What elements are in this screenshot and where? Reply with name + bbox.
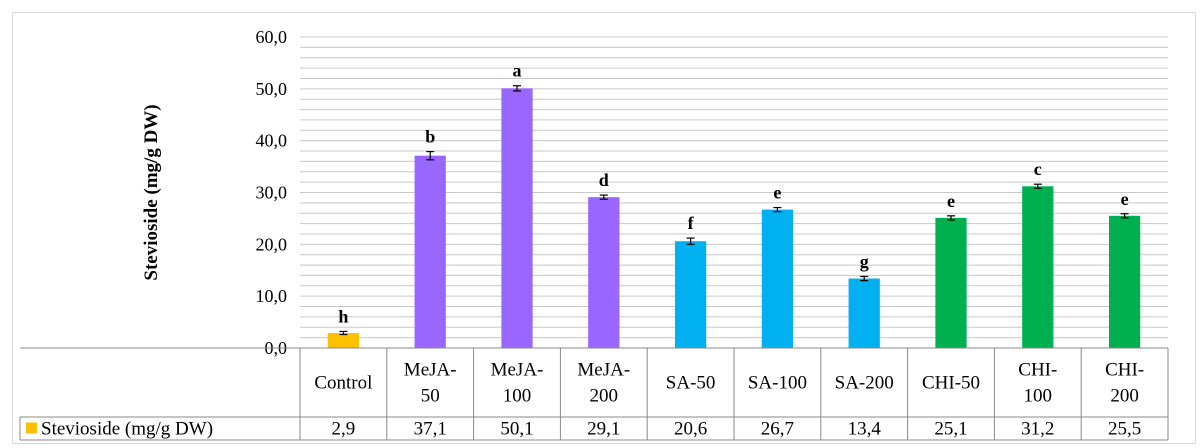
x-category-label: 200 [1110,386,1139,407]
significance-letter: a [513,61,522,81]
data-table-value: 50,1 [500,419,533,440]
y-tick-label: 20,0 [256,234,288,254]
significance-letter: g [860,251,869,271]
data-table-value: 25,5 [1108,419,1141,440]
bar [327,332,360,348]
data-table-value: 37,1 [414,419,447,440]
data-table-value: 31,2 [1021,419,1054,440]
bar [935,217,967,348]
significance-letter: e [773,183,781,203]
bar [501,88,533,348]
x-category-label: SA-200 [835,373,894,394]
data-table-value: 2,9 [332,419,356,440]
data-table-value: 29,1 [587,419,620,440]
legend-label: Stevioside (mg/g DW) [41,419,213,440]
bar [761,209,794,348]
bar [414,155,446,348]
y-tick-label: 40,0 [256,131,288,151]
x-category-label: MeJA- [404,360,457,381]
bar [1022,186,1054,348]
x-category-label: SA-100 [748,373,807,394]
x-category-label: 200 [590,386,619,407]
x-category-label: CHI- [1105,360,1144,381]
data-table-value: 13,4 [848,419,882,440]
x-category-label: MeJA- [577,360,630,381]
x-category-label: 50 [421,386,440,407]
x-category-label: 100 [503,386,532,407]
significance-letter: e [947,191,955,211]
significance-letter: h [338,306,348,326]
x-category-label: SA-50 [666,373,716,394]
data-table-value: 25,1 [934,419,967,440]
y-tick-label: 50,0 [256,79,288,99]
significance-letter: f [688,213,695,233]
data-table-value: 20,6 [674,419,707,440]
x-category-label: CHI- [1018,360,1057,381]
significance-letter: d [599,170,609,190]
significance-letter: c [1034,159,1042,179]
bar [848,278,880,348]
legend-swatch [26,422,37,434]
x-category-label: CHI-50 [922,373,980,394]
y-tick-label: 10,0 [256,286,288,306]
y-axis-label: Stevioside (mg/g DW) [141,104,162,280]
data-table-value: 26,7 [761,419,794,440]
x-category-label: 100 [1024,386,1053,407]
bar [1108,215,1141,348]
significance-letter: e [1121,189,1129,209]
y-tick-label: 30,0 [256,183,288,203]
y-tick-label: 60,0 [256,27,288,47]
significance-letter: b [425,127,435,147]
bar [588,197,620,348]
bar [674,241,707,348]
x-category-label: MeJA- [491,360,544,381]
x-category-label: Control [314,373,372,394]
